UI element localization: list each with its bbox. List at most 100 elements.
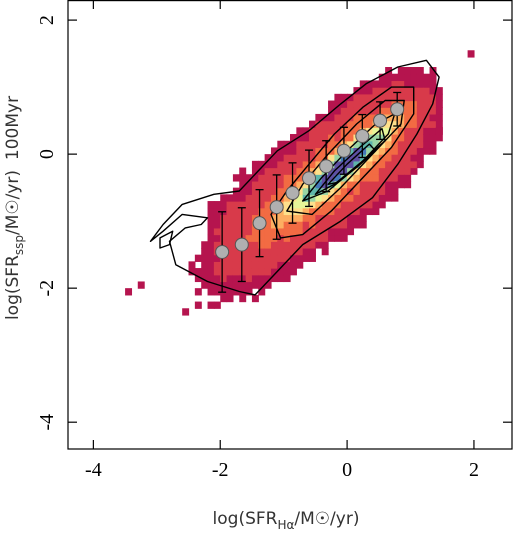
heatmap-cell: [213, 301, 221, 309]
heatmap-cell: [239, 221, 247, 229]
heatmap-cell: [315, 234, 323, 242]
heatmap-cell: [290, 214, 297, 222]
heatmap-cell: [277, 187, 285, 195]
heatmap-cell: [296, 207, 304, 216]
heatmap-cell: [232, 288, 240, 296]
heatmap-cell: [245, 174, 253, 182]
heatmap-cell: [321, 180, 329, 189]
heatmap-cell: [429, 107, 437, 115]
heatmap-cell: [283, 147, 291, 155]
heatmap-cell: [207, 274, 215, 283]
heatmap-cell: [309, 254, 316, 262]
heatmap-cell: [226, 288, 234, 296]
heatmap-cell: [353, 113, 361, 122]
heatmap-cell: [264, 261, 272, 269]
heatmap-cell: [264, 194, 272, 202]
heatmap-cell: [258, 234, 266, 242]
heatmap-cell: [334, 174, 342, 182]
heatmap-cell: [258, 207, 266, 216]
heatmap-cell: [251, 274, 259, 283]
heatmap-cell: [315, 180, 323, 189]
heatmap-cell: [435, 100, 443, 108]
heatmap-cell: [290, 247, 297, 256]
heatmap-cell: [410, 167, 418, 175]
heatmap-cell: [296, 234, 304, 242]
heatmap-cell: [397, 87, 405, 95]
heatmap-cell: [366, 207, 374, 216]
heatmap-cell: [347, 227, 355, 236]
heatmap-cell: [385, 174, 393, 182]
heatmap-cell: [302, 234, 310, 242]
heatmap-cell: [315, 187, 323, 195]
heatmap-cell: [220, 268, 228, 276]
heatmap-cell: [290, 140, 297, 149]
heatmap-cell: [429, 134, 437, 142]
heatmap-cell: [391, 73, 399, 82]
heatmap-cell: [239, 247, 247, 256]
heatmap-cell: [258, 201, 266, 209]
heatmap-cell: [385, 180, 393, 189]
heatmap-cell: [270, 274, 278, 283]
heatmap-cell: [429, 80, 437, 88]
heatmap-cell: [264, 154, 272, 162]
heatmap-cell: [429, 147, 437, 155]
median-point: [252, 216, 267, 231]
heatmap-cell: [359, 120, 367, 128]
heatmap-cell: [245, 214, 253, 222]
heatmap-cell: [321, 207, 329, 216]
heatmap-cell: [410, 73, 418, 82]
heatmap-cell: [290, 227, 297, 236]
heatmap-cell: [277, 194, 285, 202]
heatmap-cell: [372, 201, 380, 209]
heatmap-cell: [201, 254, 209, 262]
heatmap-cell: [366, 80, 374, 88]
heatmap-cell: [207, 288, 215, 296]
heatmap-cell: [378, 194, 386, 202]
heatmap-cell: [416, 147, 424, 155]
heatmap-cell: [258, 254, 266, 262]
heatmap-cell: [416, 107, 424, 115]
heatmap-cell: [328, 201, 335, 209]
heatmap-cell: [264, 221, 272, 229]
heatmap-cell: [372, 207, 380, 216]
heatmap-cell: [353, 147, 361, 155]
y-tick-label: 0: [36, 149, 58, 159]
heatmap-cell: [245, 241, 253, 249]
heatmap-cell: [258, 227, 266, 236]
heatmap-cell: [239, 281, 247, 289]
heatmap-cell: [264, 167, 272, 175]
heatmap-cell: [239, 274, 247, 283]
heatmap-cell: [359, 93, 367, 102]
heatmap-cell: [239, 194, 247, 202]
heatmap-cell: [334, 214, 342, 222]
heatmap-cell: [290, 180, 297, 189]
heatmap-cell: [416, 87, 424, 95]
heatmap-cell: [226, 254, 234, 262]
heatmap-cell: [309, 167, 316, 175]
heatmap-cell: [207, 281, 215, 289]
heatmap-cell: [194, 301, 202, 309]
heatmap-cell: [188, 261, 196, 269]
median-point: [269, 200, 284, 215]
heatmap-cell: [296, 254, 304, 262]
heatmap-cell: [270, 254, 278, 262]
heatmap-cell: [270, 174, 278, 182]
heatmap-cell: [328, 127, 335, 135]
heatmap-cell: [270, 247, 278, 256]
heatmap-cell: [340, 201, 348, 209]
heatmap-cell: [309, 134, 316, 142]
heatmap-cell: [353, 160, 361, 169]
heatmap-cell: [283, 174, 291, 182]
heatmap-cell: [283, 261, 291, 269]
heatmap-cell: [245, 221, 253, 229]
heatmap-cell: [251, 180, 259, 189]
heatmap-cell: [226, 241, 234, 249]
heatmap-cell: [270, 167, 278, 175]
heatmap-cell: [366, 194, 374, 202]
heatmap-cell: [302, 167, 310, 175]
x-axis-ticks: -4 -2 0 2: [85, 0, 479, 481]
heatmap-cell: [328, 214, 335, 222]
heatmap-cell: [353, 194, 361, 202]
heatmap-cell: [435, 107, 443, 115]
